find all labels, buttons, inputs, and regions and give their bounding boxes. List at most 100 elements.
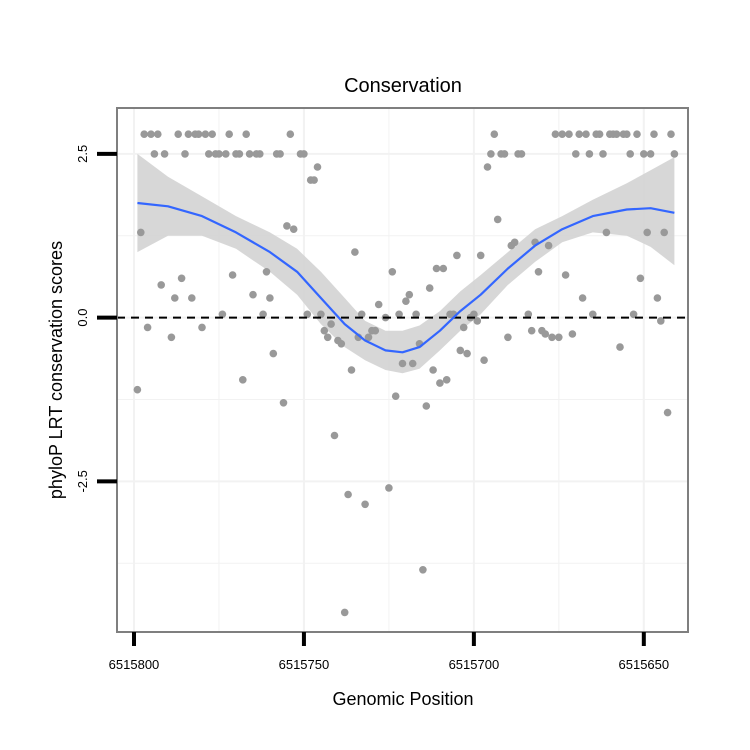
data-point-123: [565, 130, 573, 138]
data-point-27: [228, 271, 237, 279]
data-point-143: [633, 130, 641, 138]
data-point-66: [364, 333, 373, 342]
data-point-85: [432, 264, 441, 273]
data-point-84: [429, 366, 437, 374]
data-point-112: [527, 326, 536, 335]
data-point-24: [218, 310, 227, 319]
data-point-102: [490, 130, 499, 138]
data-point-5: [150, 150, 159, 158]
data-point-75: [398, 359, 407, 368]
data-point-44: [286, 130, 295, 138]
x-axis: 6515800 6515750 6515700 6515650: [109, 632, 669, 672]
data-point-1: [137, 228, 145, 237]
data-point-110: [517, 150, 526, 158]
data-point-88: [442, 376, 451, 384]
data-point-86: [436, 379, 444, 387]
data-point-25: [222, 150, 230, 158]
y-tick-label-0: 2.5: [75, 145, 90, 163]
data-point-77: [405, 290, 414, 299]
data-point-128: [582, 130, 590, 138]
data-point-96: [470, 310, 478, 319]
data-point-2: [140, 130, 148, 138]
data-point-13: [181, 150, 189, 158]
data-point-55: [327, 320, 335, 328]
data-point-15: [188, 294, 196, 302]
data-point-99: [480, 356, 488, 365]
x-tick-label-2: 6515700: [449, 657, 500, 672]
data-point-151: [660, 228, 668, 237]
data-point-33: [249, 290, 257, 299]
data-point-19: [201, 130, 210, 138]
plot-panel-border: [116, 107, 689, 633]
data-point-73: [391, 392, 400, 401]
data-point-91: [453, 251, 461, 260]
data-point-87: [439, 264, 448, 273]
data-point-119: [551, 130, 560, 138]
data-point-50: [310, 176, 318, 184]
x-tick-label-0: 6515800: [109, 657, 160, 672]
data-point-78: [408, 359, 417, 368]
data-point-111: [524, 310, 533, 319]
x-axis-title: Genomic Position: [332, 689, 473, 709]
data-point-147: [646, 150, 655, 158]
data-point-129: [585, 150, 594, 158]
y-axis: 2.5 0.0 -2.5: [75, 145, 117, 493]
data-point-72: [388, 268, 397, 276]
data-point-21: [208, 130, 216, 138]
data-point-3: [143, 323, 152, 332]
data-point-93: [459, 323, 468, 332]
data-point-17: [194, 130, 203, 138]
data-point-101: [487, 150, 495, 158]
data-point-79: [412, 310, 420, 319]
data-point-137: [612, 130, 621, 138]
data-point-14: [184, 130, 193, 138]
data-point-154: [670, 150, 679, 158]
data-point-26: [225, 130, 233, 138]
data-point-121: [558, 130, 566, 138]
chart-title: Conservation: [344, 75, 462, 97]
data-point-138: [616, 343, 624, 351]
data-point-9: [167, 333, 176, 342]
data-point-20: [205, 150, 213, 158]
data-point-92: [456, 346, 465, 355]
data-point-122: [561, 271, 570, 279]
data-point-39: [269, 349, 278, 358]
data-point-105: [500, 150, 509, 158]
data-point-43: [283, 222, 291, 230]
data-point-124: [568, 330, 577, 338]
data-point-134: [602, 228, 611, 237]
data-point-60: [344, 490, 352, 499]
data-point-152: [663, 408, 672, 417]
y-axis-title: phyloP LRT conservation scores: [46, 241, 66, 499]
data-point-130: [589, 310, 597, 319]
data-point-52: [317, 310, 325, 319]
data-point-53: [320, 326, 329, 335]
data-point-30: [239, 376, 247, 384]
data-point-7: [157, 281, 165, 289]
data-point-116: [541, 330, 550, 338]
data-point-81: [419, 566, 427, 574]
data-point-36: [259, 310, 267, 319]
data-point-10: [171, 294, 179, 302]
data-point-97: [473, 317, 482, 325]
x-tick-label-3: 6515650: [619, 657, 670, 672]
data-point-0: [133, 385, 142, 394]
data-point-12: [177, 274, 186, 283]
data-point-18: [198, 323, 206, 332]
data-point-51: [313, 163, 322, 171]
data-point-83: [425, 284, 434, 292]
data-point-31: [242, 130, 250, 138]
data-point-74: [395, 310, 403, 319]
data-point-68: [371, 326, 380, 335]
data-point-127: [578, 294, 587, 302]
data-point-41: [276, 150, 284, 158]
data-point-4: [147, 130, 155, 138]
data-point-141: [626, 150, 634, 158]
data-point-11: [174, 130, 182, 138]
data-point-153: [667, 130, 675, 138]
x-tick-label-1: 6515750: [279, 657, 330, 672]
data-point-100: [483, 163, 492, 171]
data-point-48: [303, 310, 312, 319]
